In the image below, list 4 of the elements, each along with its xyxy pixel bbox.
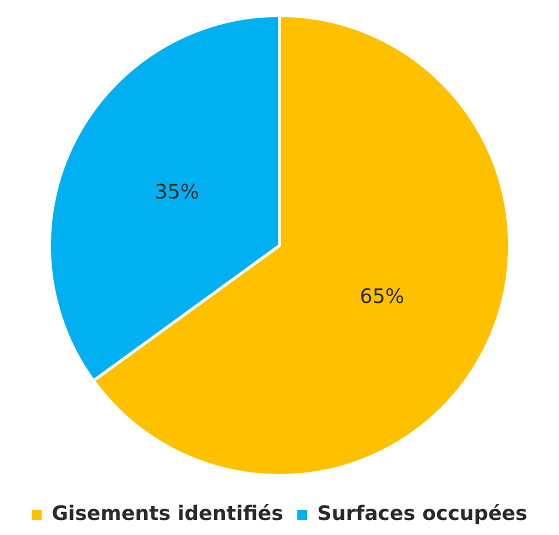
legend-label: Gisements identifiés (52, 501, 284, 526)
data-label: 65% (360, 284, 404, 308)
data-label: 35% (154, 179, 200, 204)
legend-label: Surfaces occupées (317, 501, 528, 526)
